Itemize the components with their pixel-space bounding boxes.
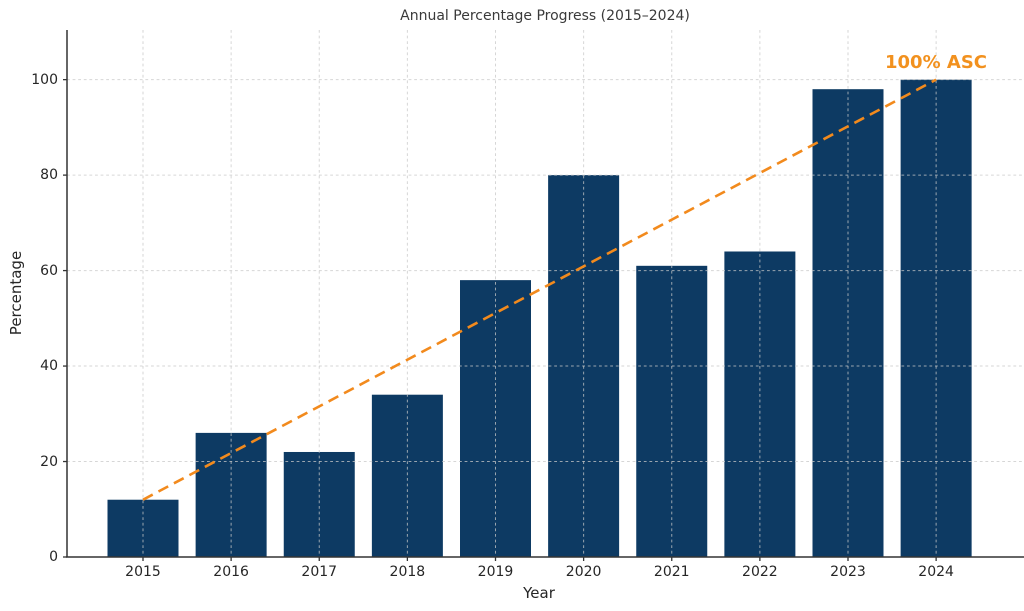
x-tick-label-2017: 2017	[301, 564, 338, 580]
x-tick-label-2024: 2024	[918, 564, 954, 580]
x-tick-label-2020: 2020	[565, 564, 602, 580]
x-tick-label-2022: 2022	[742, 564, 778, 580]
x-tick-label-2018: 2018	[389, 564, 426, 580]
chart-title: Annual Percentage Progress (2015–2024)	[400, 8, 690, 24]
x-axis-label: Year	[523, 584, 555, 602]
bar-2022	[724, 251, 796, 558]
x-tick-label-2021: 2021	[653, 564, 690, 580]
y-tick-label-20: 20	[40, 453, 58, 470]
y-tick-label-40: 40	[40, 358, 58, 375]
annotation-100-asc: 100% ASC	[885, 52, 987, 73]
x-tick-label-2016: 2016	[213, 564, 249, 580]
x-tick-label-2019: 2019	[477, 564, 514, 580]
y-tick-label-0: 0	[49, 549, 58, 565]
x-tick-label-2015: 2015	[125, 564, 161, 580]
y-tick-label-80: 80	[40, 167, 58, 184]
y-tick-label-100: 100	[31, 71, 58, 88]
trend-line	[142, 78, 937, 501]
x-tick-label-2023: 2023	[830, 564, 866, 580]
y-tick-label-60: 60	[40, 262, 58, 279]
